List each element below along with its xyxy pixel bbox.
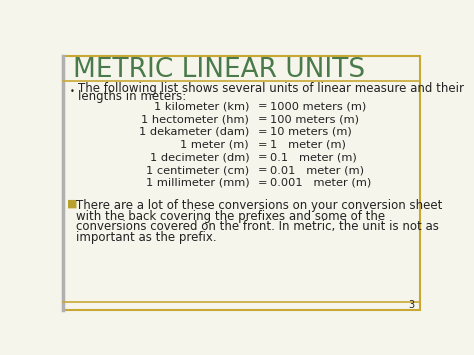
Text: 1 hectometer (hm): 1 hectometer (hm) xyxy=(141,114,249,124)
Text: 1   meter (m): 1 meter (m) xyxy=(270,140,346,149)
Text: The following list shows several units of linear measure and their: The following list shows several units o… xyxy=(78,82,464,95)
Text: 1 dekameter (dam): 1 dekameter (dam) xyxy=(139,127,249,137)
Text: =: = xyxy=(257,178,267,188)
Text: 1 kilometer (km): 1 kilometer (km) xyxy=(154,102,249,111)
Text: =: = xyxy=(257,140,267,149)
Text: There are a lot of these conversions on your conversion sheet: There are a lot of these conversions on … xyxy=(76,199,443,212)
Text: =: = xyxy=(257,127,267,137)
Text: lengths in meters:: lengths in meters: xyxy=(78,90,186,103)
Text: =: = xyxy=(257,114,267,124)
Text: 0.001   meter (m): 0.001 meter (m) xyxy=(270,178,371,188)
Text: 0.1   meter (m): 0.1 meter (m) xyxy=(270,152,357,162)
Text: =: = xyxy=(257,165,267,175)
Text: 3: 3 xyxy=(408,300,414,310)
Text: ■: ■ xyxy=(67,199,78,209)
Text: 1 decimeter (dm): 1 decimeter (dm) xyxy=(149,152,249,162)
Text: conversions covered on the front. In metric, the unit is not as: conversions covered on the front. In met… xyxy=(76,220,439,234)
Text: 1 millimeter (mm): 1 millimeter (mm) xyxy=(146,178,249,188)
Text: 100 meters (m): 100 meters (m) xyxy=(270,114,359,124)
Text: 0.01   meter (m): 0.01 meter (m) xyxy=(270,165,364,175)
Text: •: • xyxy=(70,87,75,95)
Text: 10 meters (m): 10 meters (m) xyxy=(270,127,352,137)
Text: =: = xyxy=(257,152,267,162)
Text: METRIC LINEAR UNITS: METRIC LINEAR UNITS xyxy=(73,56,365,83)
Text: =: = xyxy=(257,102,267,111)
Text: important as the prefix.: important as the prefix. xyxy=(76,231,217,244)
Text: 1000 meters (m): 1000 meters (m) xyxy=(270,102,366,111)
Text: with the back covering the prefixes and some of the: with the back covering the prefixes and … xyxy=(76,210,385,223)
Text: 1 meter (m): 1 meter (m) xyxy=(181,140,249,149)
Text: 1 centimeter (cm): 1 centimeter (cm) xyxy=(146,165,249,175)
